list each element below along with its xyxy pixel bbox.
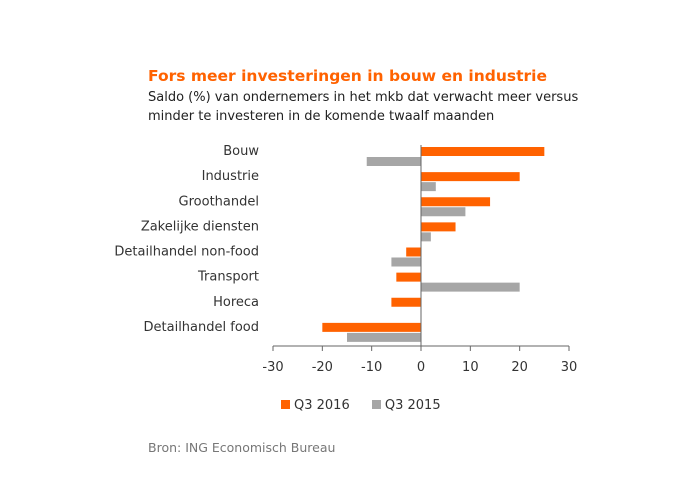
category-label-transport: Transport: [197, 270, 259, 285]
bar-groothandel-q3-2016: [421, 197, 491, 207]
category-label-detailhandel-non-food: Detailhandel non-food: [114, 245, 259, 260]
bar-bouw-q3-2016: [421, 147, 545, 156]
legend-swatch-q3-2015: [371, 400, 381, 409]
x-tick-label-20: 20: [511, 360, 528, 375]
bar-detailhandel-food-q3-2016: [322, 322, 421, 332]
category-label-groothandel: Groothandel: [179, 194, 259, 209]
x-tick-label-10: 10: [462, 360, 479, 375]
x-tick-label-0: 0: [417, 360, 425, 375]
bar-detailhandel-non-food-q3-2015: [391, 257, 421, 267]
x-tick-label-30: 30: [561, 360, 578, 375]
chart-subtitle: Saldo (%) van ondernemers in het mkb dat…: [148, 90, 579, 124]
bars-layer: [322, 147, 545, 342]
bar-detailhandel-food-q3-2015: [347, 332, 421, 342]
bar-industrie-q3-2015: [421, 182, 436, 192]
bar-industrie-q3-2016: [421, 172, 520, 182]
x-tick-label-10: -10: [361, 360, 382, 375]
axes-layer: [272, 145, 570, 351]
legend-label-q3-2015: Q3 2015: [384, 398, 441, 413]
bar-zakelijke-diensten-q3-2016: [421, 222, 456, 232]
bar-transport-q3-2015: [421, 282, 520, 292]
bar-horeca-q3-2016: [391, 297, 421, 307]
legend-item-q3-2015: Q3 2015: [371, 398, 441, 413]
source-note: Bron: ING Economisch Bureau: [148, 440, 336, 455]
x-tick-label-20: -20: [312, 360, 333, 375]
legend-item-q3-2016: Q3 2016: [281, 398, 350, 413]
category-label-bouw: Bouw: [223, 144, 259, 159]
legend-swatch-q3-2016: [281, 400, 290, 409]
x-tick-label-30: -30: [262, 360, 283, 375]
category-label-industrie: Industrie: [202, 169, 259, 184]
category-label-detailhandel-food: Detailhandel food: [144, 320, 259, 335]
chart-title: Fors meer investeringen in bouw en indus…: [148, 67, 547, 85]
category-label-horeca: Horeca: [213, 295, 259, 310]
bar-transport-q3-2016: [396, 272, 421, 282]
legend-label-q3-2016: Q3 2016: [294, 398, 350, 413]
labels-layer: Bouw Industrie Groothandel Zakelijke dienst…: [114, 144, 577, 375]
bar-zakelijke-diensten-q3-2015: [421, 232, 431, 242]
bar-detailhandel-non-food-q3-2016: [406, 247, 421, 257]
bar-bouw-q3-2015: [366, 157, 421, 166]
category-label-zakelijke-diensten: Zakelijke diensten: [141, 219, 259, 234]
bar-groothandel-q3-2015: [421, 207, 466, 217]
legend: Q3 2016 Q3 2015: [281, 398, 459, 413]
